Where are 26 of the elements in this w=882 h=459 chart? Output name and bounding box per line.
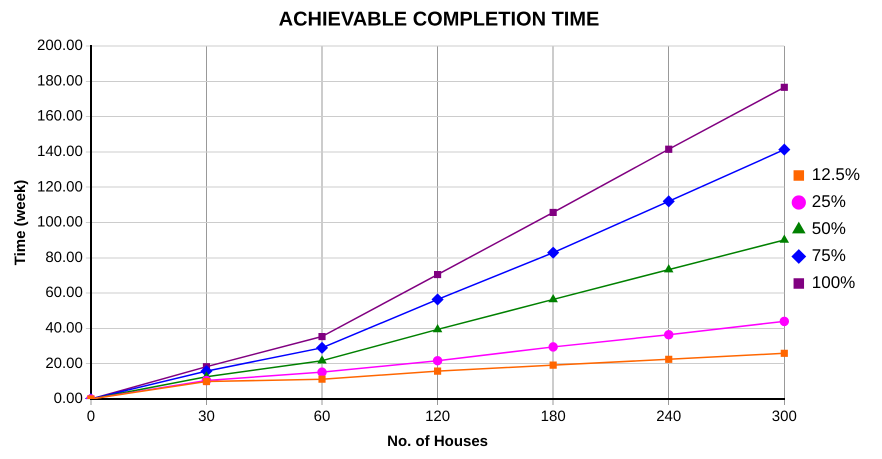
y-axis-title: Time (week) (12, 180, 30, 266)
y-tick-label: 180.00 (36, 72, 83, 90)
y-tick-label: 200.00 (36, 37, 83, 54)
y-tick-label: 80.00 (45, 248, 83, 266)
y-tick-label: 20.00 (45, 354, 83, 372)
y-tick-label: 0.00 (54, 390, 83, 408)
legend-label: 100% (812, 273, 856, 292)
y-tick-label: 120.00 (36, 178, 83, 196)
legend-label: 25% (812, 192, 846, 212)
x-tick-label: 60 (314, 408, 330, 426)
y-tick-label: 160.00 (36, 108, 83, 125)
chart-title: ACHIEVABLE COMPLETION TIME (278, 8, 600, 31)
legend-label: 50% (812, 219, 846, 238)
legend-label: 12.5% (812, 165, 860, 184)
x-tick-label: 0 (86, 408, 96, 426)
x-tick-label: 300 (772, 408, 797, 426)
x-tick-label: 180 (540, 408, 566, 426)
x-tick-label: 240 (656, 408, 682, 426)
y-tick-label: 60.00 (45, 284, 83, 302)
y-tick-label: 40.00 (45, 320, 83, 337)
legend-label: 75% (812, 246, 846, 266)
y-tick-label: 100.00 (36, 214, 83, 231)
x-axis-title: No. of Houses (387, 433, 488, 450)
x-tick-label: 30 (198, 408, 215, 426)
y-tick-label: 140.00 (36, 143, 83, 160)
x-tick-label: 120 (425, 408, 450, 426)
